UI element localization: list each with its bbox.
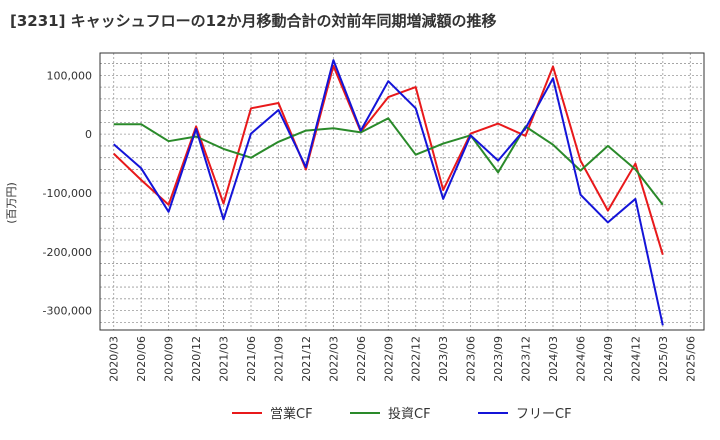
- legend-label: 営業CF: [270, 406, 313, 422]
- y-tick-label: 100,000: [47, 69, 93, 82]
- y-tick-label: -300,000: [43, 305, 92, 318]
- plot-frame: [99, 52, 705, 331]
- x-tick-label: 2024/09: [602, 336, 615, 382]
- x-tick-label: 2023/09: [492, 336, 505, 382]
- x-tick-label: 2020/12: [190, 336, 203, 382]
- series-line-1: [113, 64, 664, 255]
- x-tick-label: 2022/03: [327, 336, 340, 382]
- series-line-3: [113, 59, 664, 326]
- x-tick-label: 2025/03: [657, 336, 670, 382]
- y-axis-title: (百万円): [5, 182, 18, 224]
- x-tick-label: 2020/06: [135, 336, 148, 382]
- x-tick-label: 2022/09: [382, 336, 395, 382]
- x-tick-label: 2023/03: [437, 336, 450, 382]
- x-tick-labels: 2020/03 2020/06 2020/09 2020/12 2021/03 2021/…: [108, 336, 698, 382]
- x-tick-label: 2021/09: [272, 336, 285, 382]
- x-tick-label: 2023/06: [465, 336, 478, 382]
- x-tick-label: 2024/06: [574, 336, 587, 382]
- x-tick-label: 2021/06: [245, 336, 258, 382]
- x-tick-label: 2021/12: [300, 336, 313, 382]
- legend: 営業CF 投資CF フリーCF: [232, 406, 572, 422]
- legend-label: フリーCF: [516, 407, 572, 422]
- x-tick-label: 2025/06: [684, 336, 697, 382]
- x-tick-label: 2024/12: [629, 336, 642, 382]
- y-tick-label: 0: [85, 128, 92, 141]
- x-tick-label: 2021/03: [218, 336, 231, 382]
- x-tick-label: 2020/09: [163, 336, 176, 382]
- x-tick-label: 2022/06: [355, 336, 368, 382]
- series-lines: [113, 59, 664, 326]
- x-tick-label: 2020/03: [108, 336, 121, 382]
- y-tick-label: -100,000: [43, 187, 92, 200]
- x-tick-label: 2024/03: [547, 336, 560, 382]
- axes: [99, 52, 705, 331]
- x-tick-label: 2022/12: [410, 336, 423, 382]
- grid-lines: [100, 53, 704, 330]
- x-tick-label: 2023/12: [520, 336, 533, 382]
- series-line-2: [113, 117, 664, 206]
- y-tick-labels: 100,000 0 -100,000 -200,000 -300,000: [43, 69, 92, 317]
- chart-title: [3231] キャッシュフローの12か月移動合計の対前年同期増減額の推移: [10, 12, 497, 30]
- legend-label: 投資CF: [388, 406, 431, 422]
- y-tick-label: -200,000: [43, 246, 92, 259]
